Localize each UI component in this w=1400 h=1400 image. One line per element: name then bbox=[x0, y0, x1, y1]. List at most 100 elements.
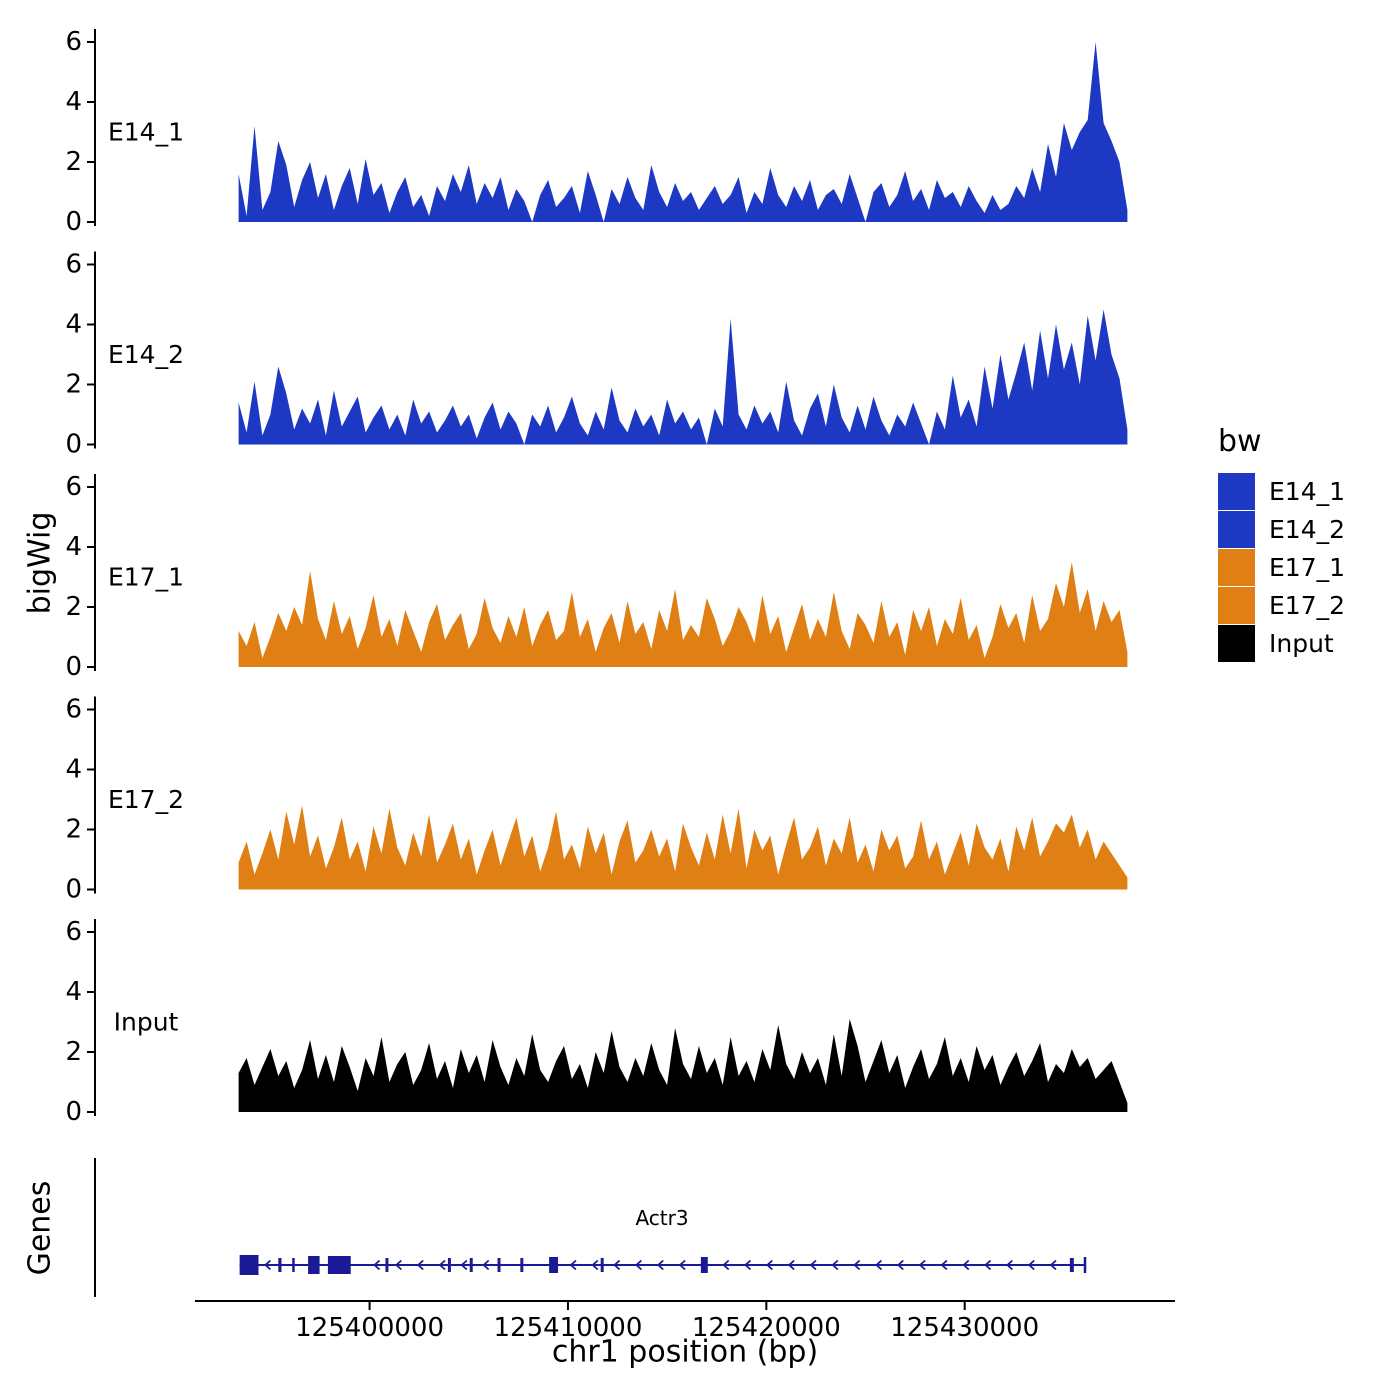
track-label-E17_2: E17_2 bbox=[108, 785, 184, 814]
genes-panel-title: Genes bbox=[22, 1180, 58, 1276]
track-label-E14_2: E14_2 bbox=[108, 340, 184, 369]
strand-arrow bbox=[744, 1259, 752, 1271]
legend: bw E14_1 E14_2 E17_1 E17_2 Input bbox=[1218, 424, 1345, 663]
y-tick-label: 2 bbox=[65, 147, 82, 177]
legend-item-E14_2: E14_2 bbox=[1218, 511, 1345, 548]
y-tick-label: 4 bbox=[65, 310, 82, 340]
y-tick-label: 0 bbox=[65, 430, 82, 460]
x-tick-label: 125420000 bbox=[692, 1313, 841, 1343]
exon bbox=[239, 1255, 259, 1275]
signal-area-Input bbox=[238, 1019, 1128, 1112]
legend-swatch bbox=[1218, 511, 1255, 548]
legend-label: E17_2 bbox=[1269, 591, 1346, 620]
strand-arrow bbox=[569, 1259, 577, 1271]
y-tick-label: 4 bbox=[65, 755, 82, 785]
y-tick-label: 6 bbox=[65, 472, 82, 502]
strand-arrow bbox=[482, 1259, 490, 1271]
signal-area-E17_2 bbox=[238, 805, 1128, 890]
strand-arrow bbox=[438, 1259, 446, 1271]
y-tick-label: 6 bbox=[65, 917, 82, 947]
y-tick-label: 6 bbox=[65, 695, 82, 725]
legend-label: E14_1 bbox=[1269, 477, 1346, 506]
legend-label: E17_1 bbox=[1269, 553, 1346, 582]
legend-label: E14_2 bbox=[1269, 515, 1346, 544]
strand-arrow bbox=[1006, 1259, 1013, 1271]
signal-area-E17_1 bbox=[238, 562, 1128, 667]
exon bbox=[469, 1258, 473, 1272]
signal-area-E14_1 bbox=[238, 42, 1128, 222]
strand-arrow bbox=[896, 1259, 904, 1271]
strand-arrow bbox=[831, 1259, 839, 1271]
y-tick-label: 6 bbox=[65, 250, 82, 280]
y-tick-label: 0 bbox=[65, 875, 82, 905]
exon bbox=[292, 1258, 295, 1272]
legend-swatch bbox=[1218, 549, 1255, 586]
y-tick-label: 2 bbox=[65, 815, 82, 845]
legend-item-Input: Input bbox=[1218, 625, 1345, 662]
y-tick-label: 2 bbox=[65, 1037, 82, 1067]
exon bbox=[1069, 1258, 1074, 1272]
x-tick-label: 125410000 bbox=[494, 1313, 643, 1343]
x-tick-label: 125400000 bbox=[295, 1313, 444, 1343]
exon bbox=[308, 1256, 320, 1274]
track-label-E14_1: E14_1 bbox=[108, 118, 184, 147]
legend-title: bw bbox=[1218, 424, 1262, 459]
strand-arrow bbox=[373, 1259, 381, 1271]
strand-arrow bbox=[918, 1259, 926, 1271]
legend-swatch bbox=[1218, 625, 1255, 662]
strand-arrow bbox=[416, 1259, 424, 1271]
y-tick-label: 4 bbox=[65, 977, 82, 1007]
signal-area-E14_2 bbox=[238, 309, 1128, 445]
legend-label: Input bbox=[1269, 629, 1334, 658]
track-label-Input: Input bbox=[114, 1008, 179, 1037]
exon bbox=[497, 1258, 501, 1272]
legend-item-E17_2: E17_2 bbox=[1218, 587, 1345, 624]
y-tick-label: 0 bbox=[65, 207, 82, 237]
strand-arrow bbox=[809, 1259, 817, 1271]
strand-arrow bbox=[460, 1259, 468, 1271]
exon bbox=[385, 1258, 389, 1272]
exon bbox=[327, 1256, 351, 1274]
exon bbox=[278, 1258, 282, 1272]
x-tick-label: 125430000 bbox=[890, 1313, 1039, 1343]
exon bbox=[600, 1258, 604, 1272]
strand-arrow bbox=[962, 1259, 970, 1271]
strand-arrow bbox=[940, 1259, 948, 1271]
strand-arrow bbox=[591, 1259, 599, 1271]
strand-arrow bbox=[1049, 1259, 1057, 1271]
y-tick-label: 2 bbox=[65, 370, 82, 400]
strand-arrow bbox=[635, 1259, 642, 1271]
strand-arrow bbox=[395, 1259, 402, 1271]
strand-arrow bbox=[853, 1259, 861, 1271]
strand-arrow bbox=[765, 1259, 773, 1271]
strand-arrow bbox=[984, 1259, 992, 1271]
track-label-E17_1: E17_1 bbox=[108, 563, 184, 592]
legend-swatch bbox=[1218, 587, 1255, 624]
x-axis-title: chr1 position (bp) bbox=[551, 1334, 819, 1370]
y-tick-label: 2 bbox=[65, 592, 82, 622]
exon bbox=[1083, 1257, 1087, 1273]
strand-arrow bbox=[875, 1259, 883, 1271]
y-tick-label: 0 bbox=[65, 1097, 82, 1127]
strand-arrow bbox=[1027, 1259, 1035, 1271]
strand-arrow bbox=[656, 1259, 664, 1271]
strand-arrow bbox=[722, 1259, 730, 1271]
legend-items: E14_1 E14_2 E17_1 E17_2 Input bbox=[1218, 473, 1345, 662]
strand-arrow bbox=[613, 1259, 621, 1271]
strand-arrow bbox=[787, 1259, 795, 1271]
gene-name-label: Actr3 bbox=[635, 1206, 689, 1230]
y-tick-label: 0 bbox=[65, 652, 82, 682]
exon bbox=[447, 1258, 451, 1272]
y-axis-title: bigWig bbox=[22, 511, 58, 615]
y-tick-label: 4 bbox=[65, 87, 82, 117]
strand-arrow bbox=[678, 1259, 686, 1271]
strand-arrow bbox=[264, 1259, 272, 1271]
exon bbox=[549, 1257, 559, 1273]
legend-swatch bbox=[1218, 473, 1255, 510]
legend-item-E17_1: E17_1 bbox=[1218, 549, 1345, 586]
exon bbox=[520, 1258, 524, 1272]
legend-item-E14_1: E14_1 bbox=[1218, 473, 1345, 510]
y-tick-label: 4 bbox=[65, 532, 82, 562]
